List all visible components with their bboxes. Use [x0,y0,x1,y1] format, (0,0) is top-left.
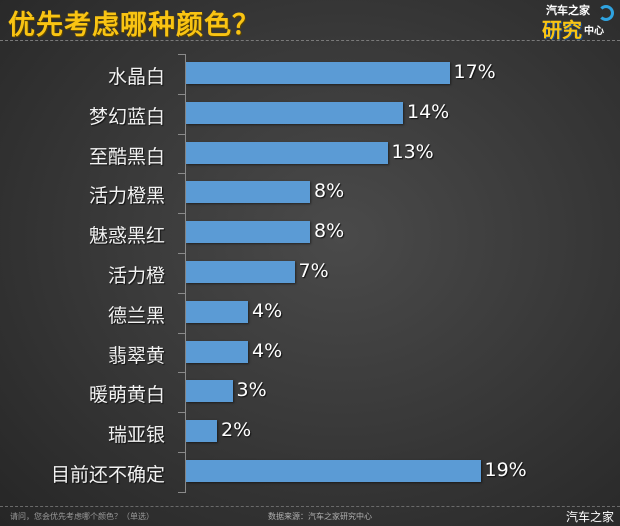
logo-swirl-icon [598,5,614,21]
bar [186,221,310,244]
category-label: 活力橙黑 [88,185,165,208]
title-divider [0,40,620,41]
category-label: 翡翠黄 [107,344,165,367]
bar-row: 暖萌黄白 3% [0,374,620,414]
axis-tick [178,173,185,175]
watermark: 汽车之家 [565,510,614,524]
bar [186,300,248,323]
bar [186,340,248,363]
value-label: 8% [314,180,345,203]
category-label: 暖萌黄白 [88,384,165,407]
footer-divider [0,506,620,507]
bar-row: 活力橙黑 8% [0,175,620,215]
value-label: 2% [221,419,252,442]
category-label: 活力橙 [107,265,165,287]
bar-row: 目前还不确定 19% [0,454,620,494]
bar-row: 梦幻蓝白 14% [0,96,620,136]
category-label: 至酷黑白 [88,145,165,168]
category-label: 瑞亚银 [107,424,165,447]
bar [186,62,450,84]
value-label: 13% [391,140,434,163]
value-label: 3% [236,379,267,402]
bar-row: 翡翠黄 4% [0,335,620,375]
logo-line3: 中心 [584,26,604,37]
bar [186,101,403,124]
axis-tick [178,372,185,374]
bar-row: 魅惑黑红 8% [0,215,620,255]
bar-row: 水晶白 17% [0,56,620,96]
category-label: 目前还不确定 [50,464,165,486]
bar-row: 德兰黑 4% [0,295,620,335]
category-label: 水晶白 [107,66,165,88]
axis-tick [178,133,185,135]
bar-chart: 水晶白 17% 梦幻蓝白 14% 至酷黑白 13% 活力橙黑 8% 魅惑黑红 8% 活力橙 7% 德兰黑… [0,48,620,498]
bar-row: 瑞亚银 2% [0,414,620,454]
value-label: 4% [252,299,283,322]
axis-tick [178,292,185,294]
axis-tick [178,253,185,254]
category-label: 梦幻蓝白 [88,105,165,128]
chart-title: 优先考虑哪种颜色？ [8,10,260,41]
axis-tick [178,213,185,215]
research-center-logo: 汽车之家 研究 中心 [540,1,616,42]
value-label: 4% [252,339,283,362]
value-label: 19% [484,459,527,481]
value-label: 7% [298,260,329,282]
category-label: 德兰黑 [107,304,165,327]
axis-tick [178,332,185,334]
bar [186,460,481,482]
bar [186,420,217,443]
axis-tick [178,412,185,414]
bar [186,141,388,164]
bar [186,380,233,403]
category-label: 魅惑黑红 [88,225,165,248]
bar-row: 至酷黑白 13% [0,136,620,176]
data-source: 数据来源：汽车之家研究中心 [268,512,372,521]
axis-tick [178,491,185,493]
survey-question: 请问，您会优先考虑哪个颜色？（单选） [10,512,154,521]
bar [186,181,310,204]
bar-row: 活力橙 7% [0,255,620,295]
category-axis [185,54,186,493]
bar [186,261,295,283]
axis-tick [178,93,185,95]
value-label: 17% [453,61,496,83]
logo-line1: 汽车之家 [546,4,590,17]
axis-tick [178,54,185,55]
axis-tick [178,452,185,453]
logo-line2: 研究 [542,18,582,42]
value-label: 8% [314,220,345,243]
value-label: 14% [407,100,450,123]
